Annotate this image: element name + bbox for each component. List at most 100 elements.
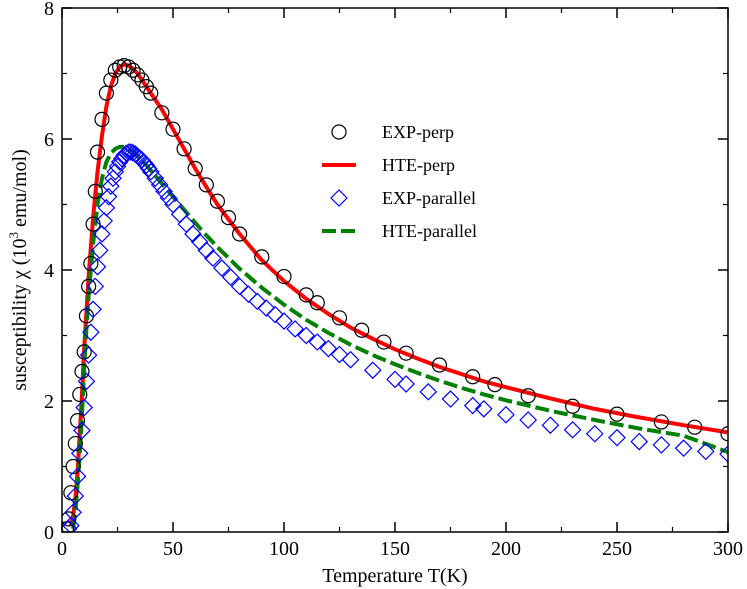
- point-exp-parallel: [257, 299, 276, 317]
- point-exp-parallel: [66, 487, 85, 505]
- point-exp-parallel: [230, 277, 249, 296]
- point-exp-perp: [465, 369, 481, 385]
- y-tick-label: 6: [44, 129, 54, 151]
- point-exp-parallel: [541, 416, 560, 435]
- point-exp-parallel: [184, 225, 202, 243]
- point-exp-perp: [720, 426, 728, 442]
- point-exp-parallel: [108, 157, 127, 176]
- point-exp-parallel: [119, 143, 138, 161]
- point-exp-parallel: [159, 189, 178, 207]
- point-exp-parallel: [124, 143, 142, 162]
- point-exp-parallel: [330, 345, 349, 364]
- y-axis-label: susceptibility χ (103 emu/mol): [6, 149, 31, 390]
- point-exp-perp: [487, 377, 503, 393]
- y-tick-label: 0: [44, 522, 54, 544]
- x-tick-label: 300: [713, 538, 743, 560]
- point-exp-parallel: [719, 445, 728, 463]
- point-exp-perp: [354, 322, 370, 338]
- point-exp-perp: [78, 308, 95, 324]
- point-exp-parallel: [90, 241, 109, 260]
- point-exp-perp: [83, 255, 99, 272]
- x-tick-label: 100: [269, 538, 299, 560]
- point-exp-perp: [398, 345, 414, 361]
- x-tick-label: 50: [163, 538, 183, 560]
- tick-layer: 0 50 100 150 200 250 300 0 2 4 6 8: [44, 0, 743, 560]
- point-exp-parallel: [93, 225, 111, 243]
- point-exp-perp: [431, 357, 447, 373]
- point-exp-parallel: [239, 285, 258, 304]
- point-exp-perp: [564, 398, 581, 414]
- point-exp-perp: [687, 419, 703, 435]
- point-exp-parallel: [297, 326, 316, 345]
- x-tick-label: 0: [57, 538, 67, 560]
- plot-frame: [61, 7, 729, 533]
- point-exp-parallel: [696, 442, 715, 461]
- point-exp-parallel: [99, 187, 118, 206]
- point-exp-parallel: [64, 503, 82, 522]
- point-exp-perp: [232, 226, 248, 242]
- point-exp-parallel: [652, 436, 671, 454]
- y-tick-label: 4: [44, 260, 54, 282]
- series-line-hte-perp: [68, 62, 728, 526]
- point-exp-perp: [81, 278, 97, 294]
- x-axis-label: Temperature T(K): [322, 565, 467, 587]
- point-exp-parallel: [363, 361, 382, 380]
- point-exp-parallel: [630, 432, 649, 451]
- point-exp-parallel: [68, 467, 87, 486]
- point-exp-perp: [653, 414, 670, 430]
- point-exp-parallel: [141, 162, 160, 181]
- point-exp-parallel: [117, 144, 136, 163]
- legend-label-hte-parallel: HTE-parallel: [382, 221, 477, 241]
- point-exp-perp: [143, 85, 159, 101]
- legend-swatch-exp-parallel: [330, 189, 348, 207]
- point-exp-perp: [154, 105, 170, 121]
- point-exp-perp: [209, 193, 225, 209]
- point-exp-parallel: [474, 400, 493, 418]
- legend-label-exp-parallel: EXP-parallel: [382, 188, 476, 208]
- y-tick-label: 2: [44, 391, 54, 413]
- point-exp-perp: [103, 72, 119, 88]
- point-exp-parallel: [86, 277, 105, 296]
- legend-box: [307, 108, 525, 251]
- x-tick-label: 150: [380, 538, 410, 560]
- point-exp-perp: [254, 249, 270, 265]
- point-exp-perp: [87, 183, 103, 199]
- point-exp-parallel: [104, 169, 122, 188]
- point-exp-parallel: [275, 312, 293, 330]
- y-axis-label-exponent: 3: [6, 232, 21, 239]
- legend: EXP-perp HTE-perp EXP-parallel HTE-paral…: [307, 108, 525, 251]
- y-axis-label-suffix: emu/mol): [9, 149, 31, 232]
- point-exp-perp: [62, 511, 77, 527]
- point-exp-perp: [276, 268, 292, 285]
- point-exp-parallel: [88, 257, 107, 276]
- point-exp-parallel: [77, 372, 96, 391]
- point-exp-parallel: [137, 156, 156, 175]
- point-exp-parallel: [386, 370, 404, 389]
- point-exp-perp: [89, 144, 106, 160]
- point-exp-parallel: [97, 198, 116, 217]
- point-exp-parallel: [84, 300, 102, 319]
- point-exp-parallel: [341, 350, 360, 369]
- series-layer: [62, 58, 728, 532]
- point-exp-parallel: [441, 390, 460, 408]
- legend-label-exp-perp: EXP-perp: [382, 122, 454, 142]
- point-exp-perp: [121, 59, 137, 75]
- point-exp-parallel: [221, 268, 240, 287]
- point-exp-parallel: [248, 292, 267, 311]
- point-exp-parallel: [419, 382, 438, 401]
- point-exp-perp: [94, 111, 110, 127]
- y-tick-label: 8: [44, 0, 54, 20]
- point-exp-parallel: [286, 320, 304, 338]
- point-exp-parallel: [563, 420, 582, 439]
- point-exp-perp: [129, 67, 146, 83]
- point-exp-parallel: [463, 396, 482, 415]
- x-tick-label: 250: [602, 538, 632, 560]
- point-exp-parallel: [95, 212, 114, 230]
- point-exp-parallel: [82, 323, 100, 342]
- point-exp-parallel: [608, 428, 626, 447]
- point-exp-parallel: [212, 259, 231, 277]
- point-exp-perp: [165, 121, 181, 137]
- point-exp-perp: [376, 334, 392, 350]
- point-exp-parallel: [150, 176, 169, 194]
